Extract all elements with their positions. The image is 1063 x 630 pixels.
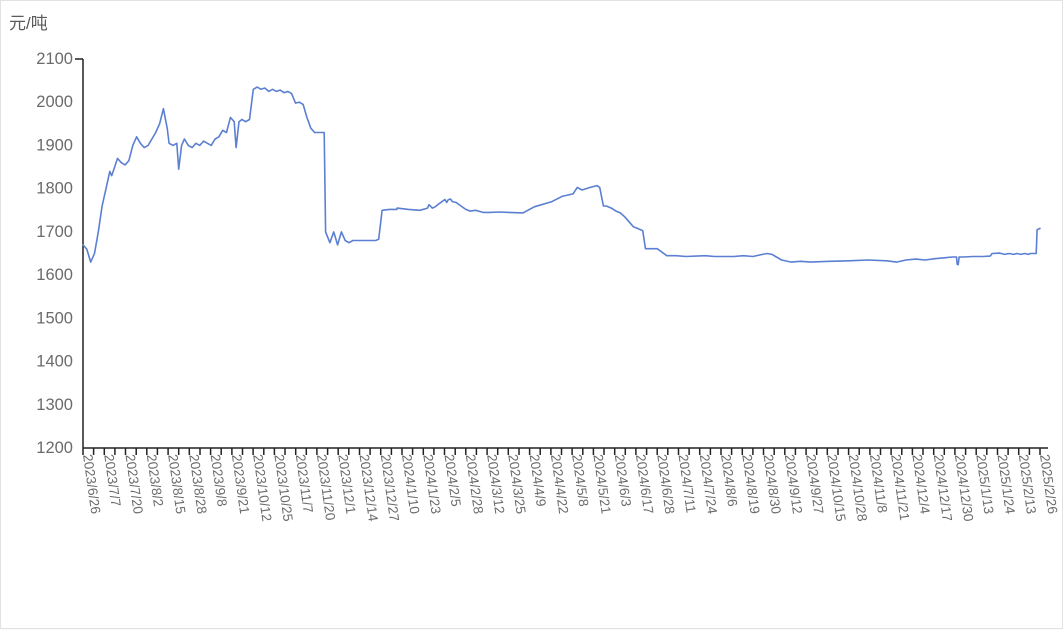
svg-text:2023/8/28: 2023/8/28	[186, 453, 209, 515]
svg-text:2024/8/19: 2024/8/19	[739, 453, 762, 515]
svg-text:2024/1/23: 2024/1/23	[420, 453, 443, 515]
svg-text:2024/12/17: 2024/12/17	[931, 453, 955, 522]
svg-text:2024/3/12: 2024/3/12	[484, 453, 507, 515]
svg-text:2024/2/28: 2024/2/28	[463, 453, 486, 515]
svg-text:2024/8/6: 2024/8/6	[718, 453, 740, 507]
svg-text:2023/12/27: 2023/12/27	[378, 453, 402, 522]
svg-text:2024/5/21: 2024/5/21	[590, 453, 613, 515]
svg-text:2024/4/22: 2024/4/22	[548, 453, 571, 515]
svg-text:2025/1/13: 2025/1/13	[973, 453, 996, 515]
svg-text:2024/7/24: 2024/7/24	[697, 453, 720, 515]
svg-text:2024/1/10: 2024/1/10	[399, 453, 422, 515]
svg-text:2100: 2100	[36, 50, 73, 68]
svg-text:2023/8/2: 2023/8/2	[144, 453, 166, 507]
svg-text:1600: 1600	[36, 266, 73, 284]
svg-text:2024/7/11: 2024/7/11	[676, 453, 699, 514]
svg-text:2024/3/25: 2024/3/25	[505, 453, 528, 515]
svg-text:2023/12/14: 2023/12/14	[357, 453, 381, 522]
svg-text:2023/12/1: 2023/12/1	[335, 453, 358, 515]
svg-text:1300: 1300	[36, 396, 73, 414]
svg-text:2023/10/25: 2023/10/25	[271, 453, 295, 522]
svg-text:2000: 2000	[36, 93, 73, 111]
svg-text:2024/12/4: 2024/12/4	[909, 453, 932, 515]
svg-text:2024/6/28: 2024/6/28	[654, 453, 677, 515]
svg-text:2024/9/27: 2024/9/27	[803, 453, 826, 515]
svg-text:1400: 1400	[36, 353, 73, 371]
svg-text:2023/9/21: 2023/9/21	[229, 453, 252, 515]
svg-text:2023/9/8: 2023/9/8	[208, 453, 230, 507]
svg-text:2024/10/28: 2024/10/28	[846, 453, 870, 522]
svg-text:2025/2/13: 2025/2/13	[1016, 453, 1039, 515]
svg-text:2024/8/30: 2024/8/30	[761, 453, 784, 515]
svg-text:2024/9/12: 2024/9/12	[782, 453, 805, 515]
svg-text:1700: 1700	[36, 223, 73, 241]
svg-text:2023/6/26: 2023/6/26	[80, 453, 103, 515]
svg-text:2024/6/17: 2024/6/17	[633, 453, 656, 515]
svg-text:2023/8/15: 2023/8/15	[165, 453, 188, 515]
svg-text:2024/11/8: 2024/11/8	[867, 453, 890, 514]
svg-text:1800: 1800	[36, 180, 73, 198]
svg-text:2024/5/8: 2024/5/8	[569, 453, 591, 507]
svg-text:2023/11/7: 2023/11/7	[293, 453, 316, 514]
svg-text:2024/2/5: 2024/2/5	[442, 453, 464, 507]
svg-text:2024/12/30: 2024/12/30	[952, 453, 976, 522]
svg-text:2023/7/7: 2023/7/7	[101, 453, 123, 507]
svg-text:2023/10/12: 2023/10/12	[250, 453, 274, 522]
svg-text:2023/7/20: 2023/7/20	[123, 453, 146, 515]
svg-text:2024/10/15: 2024/10/15	[824, 453, 848, 522]
svg-text:2024/4/9: 2024/4/9	[527, 453, 549, 507]
svg-text:2024/6/3: 2024/6/3	[612, 453, 634, 507]
svg-text:1500: 1500	[36, 309, 73, 327]
svg-text:1900: 1900	[36, 136, 73, 154]
svg-text:2025/1/24: 2025/1/24	[995, 453, 1018, 515]
svg-text:2023/11/20: 2023/11/20	[314, 453, 338, 521]
svg-text:2025/2/26: 2025/2/26	[1037, 453, 1060, 515]
svg-text:2024/11/21: 2024/11/21	[888, 453, 912, 521]
svg-text:1200: 1200	[36, 439, 73, 457]
